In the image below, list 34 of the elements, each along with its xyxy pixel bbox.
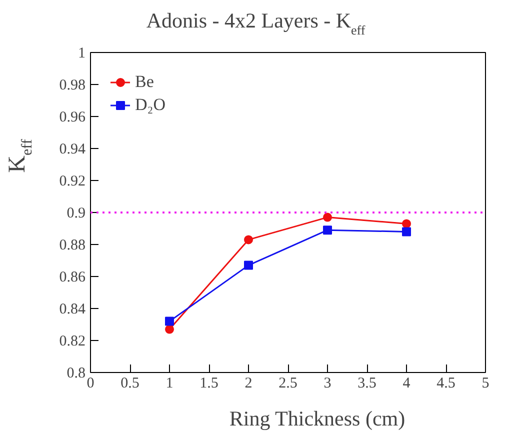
point <box>402 227 411 236</box>
y-tick-label: 1 <box>78 46 86 62</box>
y-tick-label: 0.96 <box>59 110 86 126</box>
x-axis-title: Ring Thickness (cm) <box>229 406 406 430</box>
x-tick-label: 4.5 <box>436 376 456 392</box>
y-tick-label: 0.88 <box>59 238 86 254</box>
y-tick-label: 0.98 <box>59 78 86 94</box>
point <box>244 235 253 244</box>
x-tick-label: 1 <box>166 376 174 392</box>
x-tick-label: 0 <box>86 376 94 392</box>
point <box>244 260 253 270</box>
y-tick-label: 0.8 <box>66 366 86 382</box>
y-tick-label: 0.94 <box>59 142 86 158</box>
point <box>402 219 411 228</box>
y-tick-label: 0.82 <box>59 334 86 350</box>
x-tick-label: 0.5 <box>120 376 140 392</box>
point <box>165 316 174 326</box>
y-tick-label: 0.9 <box>66 206 86 222</box>
point <box>323 212 332 222</box>
y-axis-title: Keff <box>4 139 36 173</box>
y-tick-label: 0.84 <box>59 302 86 318</box>
y-tick-label: 0.86 <box>59 270 86 286</box>
x-tick-label: 1.5 <box>200 376 218 392</box>
x-tick-label: 2.5 <box>278 376 298 392</box>
x-tick-label: 4 <box>402 376 411 392</box>
x-tick-label: 3 <box>324 376 332 392</box>
legend-label: Be <box>135 72 155 92</box>
x-tick-label: 2 <box>244 376 252 392</box>
legend-label: D₂O <box>135 95 166 115</box>
y-tick-label: 0.92 <box>59 174 86 190</box>
x-tick-label: 3.5 <box>358 376 376 392</box>
point <box>165 324 174 334</box>
point <box>323 226 332 235</box>
x-tick-label: 5 <box>482 376 490 392</box>
